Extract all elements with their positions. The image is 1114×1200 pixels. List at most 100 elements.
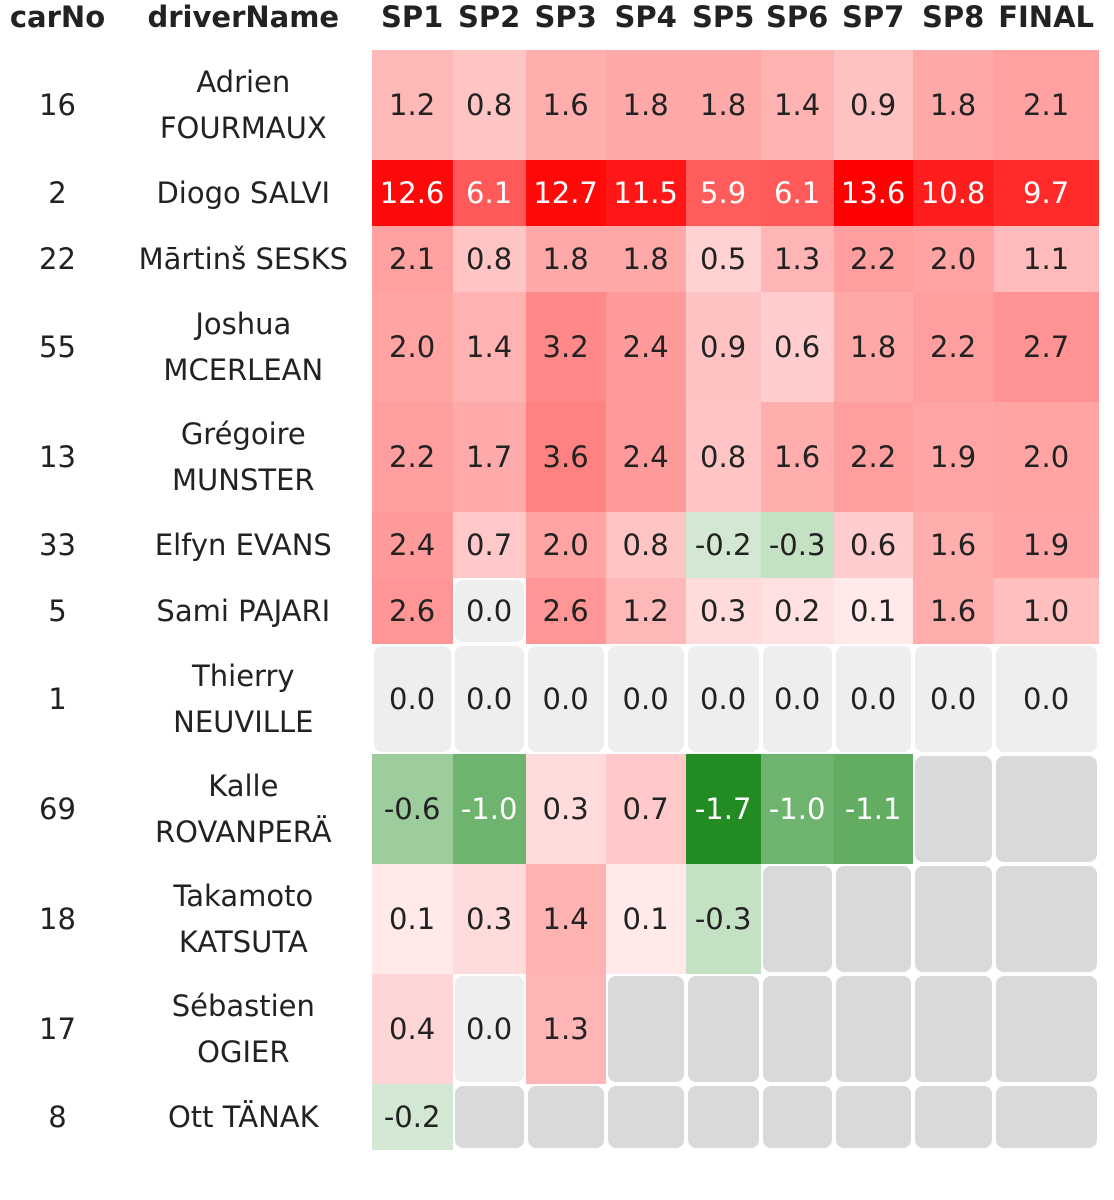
car-number: 18 xyxy=(0,864,115,974)
heatmap-cell: -0.2 xyxy=(685,512,761,578)
column-header-final: FINAL xyxy=(998,0,1094,34)
empty-cell-box xyxy=(687,1086,759,1148)
empty-cell-box xyxy=(914,756,992,862)
cell-value: 12.7 xyxy=(533,176,598,210)
cell-value: 1.4 xyxy=(466,330,513,364)
heatmap-cell: 0.0 xyxy=(606,644,686,754)
heatmap-cell: -1.0 xyxy=(760,754,834,864)
cell-value: 2.2 xyxy=(389,440,436,474)
heatmap-cell: -1.0 xyxy=(452,754,526,864)
heatmap-cell: 1.6 xyxy=(525,50,606,160)
heatmap-cell: 11.5 xyxy=(605,160,686,226)
driver-name: Ott TÄNAK xyxy=(115,1084,372,1150)
heatmap-cell: 1.6 xyxy=(912,578,994,644)
heatmap-cell: 0.7 xyxy=(605,754,686,864)
column-header-drivername: driverName xyxy=(147,0,340,34)
cell-value: 0.1 xyxy=(622,902,669,936)
heatmap-cell xyxy=(833,1084,913,1150)
cell-value: 6.1 xyxy=(774,176,821,210)
heatmap-cell: -0.2 xyxy=(371,1084,453,1150)
heatmap-cell: 0.8 xyxy=(605,512,686,578)
heatmap-cell: 2.4 xyxy=(605,402,686,512)
cell-value: 1.4 xyxy=(774,88,821,122)
heatmap-cell: 0.6 xyxy=(760,292,834,402)
heatmap-cell: 2.4 xyxy=(371,512,453,578)
cell-value: 1.9 xyxy=(930,440,977,474)
heatmap-cell: 1.6 xyxy=(760,402,834,512)
heatmap-cell: 2.7 xyxy=(993,292,1099,402)
cell-value: 12.6 xyxy=(379,176,445,210)
heatmap-cell: 0.3 xyxy=(452,864,526,974)
cell-value: 0.1 xyxy=(389,902,436,936)
empty-cell-box xyxy=(995,1086,1097,1148)
heatmap-cell: 1.7 xyxy=(452,402,526,512)
cell-value: 1.2 xyxy=(622,594,669,628)
cell-value: 0.9 xyxy=(700,330,747,364)
cell-value: 0.1 xyxy=(850,594,897,628)
cell-value: 0.4 xyxy=(389,1012,436,1046)
stage-delta-table: carNo driverName SP1 SP2 SP3 SP4 SP5 SP6 SP7 SP8 F… xyxy=(0,0,1099,1150)
cell-value: 1.8 xyxy=(930,88,977,122)
cell-value: 2.6 xyxy=(389,594,436,628)
heatmap-cell: 0.5 xyxy=(685,226,761,292)
cell-value: 2.0 xyxy=(542,528,589,562)
zero-cell-box xyxy=(835,646,911,752)
cell-value: 0.8 xyxy=(622,528,669,562)
cell-value: 1.6 xyxy=(930,594,977,628)
cell-value: 0.6 xyxy=(850,528,897,562)
cell-value: 1.1 xyxy=(1023,242,1070,276)
heatmap-cell: 2.1 xyxy=(993,50,1099,160)
driver-name: Diogo SALVI xyxy=(115,160,372,226)
heatmap-cell: 2.0 xyxy=(912,226,994,292)
cell-value: 1.6 xyxy=(542,88,589,122)
heatmap-cell: 1.8 xyxy=(685,50,761,160)
heatmap-cell xyxy=(912,1084,994,1150)
cell-value: 0.0 xyxy=(466,682,513,716)
heatmap-cell: 1.3 xyxy=(525,974,606,1084)
cell-value: 0.3 xyxy=(542,792,589,826)
heatmap-cell: 2.0 xyxy=(371,292,453,402)
heatmap-cell xyxy=(833,864,913,974)
car-number: 1 xyxy=(0,644,115,754)
heatmap-cell: 1.2 xyxy=(371,50,453,160)
cell-value: -1.0 xyxy=(460,792,518,826)
heatmap-cell: 3.6 xyxy=(525,402,606,512)
empty-cell-box xyxy=(762,866,832,972)
heatmap-cell: 1.8 xyxy=(605,226,686,292)
cell-value: -0.6 xyxy=(383,792,441,826)
cell-value: 6.1 xyxy=(466,176,513,210)
heatmap-cell: 0.1 xyxy=(371,864,453,974)
heatmap-cell: 0.2 xyxy=(760,578,834,644)
cell-value: 0.7 xyxy=(466,528,513,562)
cell-value: -1.1 xyxy=(844,792,902,826)
heatmap-cell: 2.4 xyxy=(605,292,686,402)
heatmap-cell: 2.2 xyxy=(833,402,913,512)
cell-value: 1.2 xyxy=(389,88,436,122)
empty-cell-box xyxy=(914,1086,992,1148)
car-number: 16 xyxy=(0,50,115,160)
cell-value: 5.9 xyxy=(700,176,747,210)
heatmap-cell: -1.1 xyxy=(833,754,913,864)
car-number: 33 xyxy=(0,512,115,578)
heatmap-cell: 6.1 xyxy=(760,160,834,226)
heatmap-cell: 2.2 xyxy=(833,226,913,292)
car-number: 2 xyxy=(0,160,115,226)
heatmap-cell: 1.6 xyxy=(912,512,994,578)
zero-cell-box xyxy=(373,646,451,752)
heatmap-cell: 1.8 xyxy=(833,292,913,402)
heatmap-cell xyxy=(605,974,686,1084)
cell-value: 0.0 xyxy=(389,682,436,716)
car-number: 5 xyxy=(0,578,115,644)
heatmap-cell xyxy=(685,1084,761,1150)
heatmap-cell: 1.4 xyxy=(452,292,526,402)
cell-value: 1.7 xyxy=(466,440,513,474)
heatmap-cell: 0.9 xyxy=(685,292,761,402)
heatmap-cell: 9.7 xyxy=(993,160,1099,226)
cell-value: 0.0 xyxy=(622,682,669,716)
cell-value: 0.0 xyxy=(774,682,821,716)
heatmap-cell xyxy=(760,1084,834,1150)
car-number: 22 xyxy=(0,226,115,292)
cell-value: 2.1 xyxy=(389,242,436,276)
cell-value: 1.8 xyxy=(542,242,589,276)
heatmap-cell: 6.1 xyxy=(452,160,526,226)
